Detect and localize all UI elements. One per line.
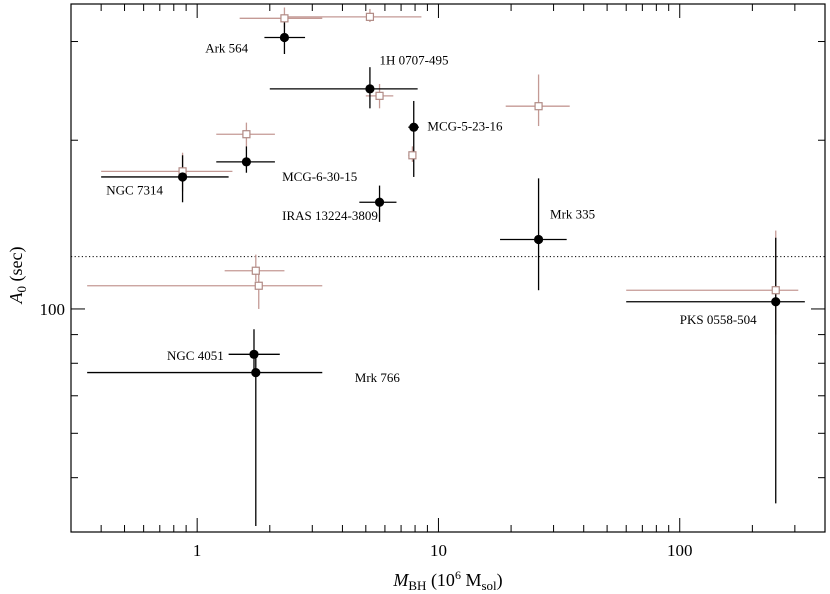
- error-bars-group: [87, 7, 805, 526]
- object-label-8: NGC 4051: [167, 348, 224, 363]
- filled-circle-marker-4: [177, 172, 188, 182]
- object-label-3: MCG-6-30-15: [282, 169, 357, 184]
- y-axis-label-units: (sec): [6, 247, 27, 286]
- open-square-marker-8: [254, 281, 263, 290]
- filled-circle-marker-6: [533, 234, 544, 245]
- y-axis-label-sub: 0: [14, 286, 29, 293]
- y-axis-label: A0 (sec): [6, 247, 29, 305]
- x-tick-label-2: 100: [667, 541, 693, 560]
- filled-circle-marker-9: [251, 367, 261, 378]
- x-tick-label-0: 1: [193, 541, 202, 560]
- x-tick-label-1: 10: [430, 541, 447, 560]
- ticks-group: [70, 4, 826, 533]
- object-label-1: 1H 0707-495: [380, 52, 449, 67]
- x-axis-label-sub: BH: [408, 578, 426, 593]
- annotations-group: Ark 564 1H 0707-495 MCG-5-23-16 MCG-6-30-15…: [106, 40, 757, 385]
- filled-circle-marker-7: [771, 297, 781, 307]
- object-label-2: MCG-5-23-16: [427, 119, 503, 134]
- open-square-marker-9: [771, 286, 780, 295]
- filled-circle-marker-2: [409, 122, 419, 132]
- filled-circle-marker-3: [241, 157, 252, 167]
- x-axis-label-units-post: ): [497, 570, 503, 591]
- object-label-9: Mrk 766: [355, 370, 401, 385]
- filled-circle-marker-1: [365, 84, 375, 94]
- filled-circle-marker-8: [249, 349, 259, 359]
- open-square-marker-1: [365, 12, 375, 21]
- open-square-marker-3: [534, 102, 543, 111]
- open-square-marker-7: [251, 266, 260, 275]
- x-axis-label-units-pre: (10: [426, 570, 455, 591]
- plot-frame-group: [70, 3, 826, 533]
- plot-frame: [70, 3, 826, 533]
- object-label-4: NGC 7314: [106, 183, 163, 198]
- object-label-5: IRAS 13224-3809: [282, 208, 378, 223]
- object-label-0: Ark 564: [205, 40, 248, 55]
- x-axis-label-units-mid: M: [461, 570, 482, 590]
- x-axis-label-units-sup: 6: [455, 568, 461, 582]
- open-square-marker-0: [280, 14, 289, 23]
- object-label-6: Mrk 335: [550, 207, 595, 222]
- x-axis-label-units-sub: sol: [481, 578, 497, 593]
- filled-circle-marker-0: [279, 32, 290, 43]
- open-square-marker-4: [242, 130, 251, 139]
- filled-circle-marker-5: [374, 197, 385, 207]
- y-tick-label-0: 100: [40, 300, 66, 319]
- x-axis-label-main: M: [392, 570, 409, 590]
- open-square-marker-5: [408, 151, 417, 160]
- markers-group: [177, 12, 781, 378]
- open-square-marker-2: [375, 91, 384, 100]
- x-axis-label: MBH (106 Msol): [392, 568, 502, 593]
- tick-labels-group: 1 10 100 100: [40, 300, 693, 560]
- object-label-7: PKS 0558-504: [680, 312, 757, 327]
- y-axis-label-main: A: [6, 291, 26, 304]
